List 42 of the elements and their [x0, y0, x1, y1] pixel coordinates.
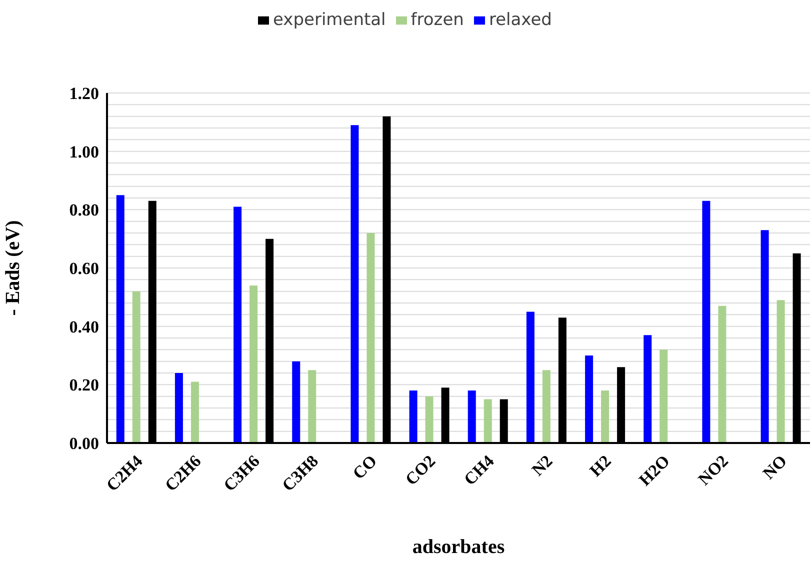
bar — [542, 370, 550, 443]
y-tick-label: 0.00 — [69, 434, 99, 454]
bar — [250, 286, 258, 443]
y-tick-label: 0.40 — [69, 317, 99, 336]
bar — [776, 300, 785, 443]
bar — [292, 361, 300, 443]
x-tick-label: NO — [759, 451, 791, 483]
bar — [366, 233, 375, 443]
y-tick-label: 1.20 — [69, 84, 99, 104]
y-tick-label: 0.80 — [69, 200, 99, 220]
legend-label: relaxed — [488, 10, 552, 30]
y-tick-label: 0.20 — [69, 376, 99, 395]
bar — [526, 312, 534, 443]
bar — [409, 390, 418, 443]
x-axis-title: adsorbates — [412, 536, 505, 558]
bar — [601, 390, 610, 443]
y-axis-title: - Eads (eV) — [2, 220, 24, 316]
bar — [644, 335, 652, 443]
bar — [484, 399, 492, 443]
bar — [425, 396, 434, 443]
y-tick-label: 1.00 — [69, 142, 99, 162]
legend-label: frozen — [410, 10, 464, 30]
bar — [350, 125, 359, 443]
bar — [132, 291, 140, 443]
bar — [308, 370, 316, 443]
x-tick-label: CH4 — [460, 451, 498, 489]
bar — [190, 382, 199, 443]
bar — [585, 356, 594, 443]
bar — [116, 195, 124, 443]
x-tick-label: N2 — [528, 451, 556, 480]
bar — [660, 350, 668, 443]
bar — [702, 200, 710, 443]
x-tick-label: CO — [349, 451, 381, 483]
bar — [234, 206, 242, 443]
legend-label: experimental — [273, 10, 386, 30]
bar — [718, 306, 726, 443]
y-tick-label: 0.60 — [69, 259, 99, 278]
x-tick-label: CO2 — [402, 451, 440, 489]
x-tick-label: H2 — [586, 451, 615, 480]
bar — [468, 390, 476, 443]
bar — [760, 230, 769, 443]
bar — [174, 373, 183, 443]
